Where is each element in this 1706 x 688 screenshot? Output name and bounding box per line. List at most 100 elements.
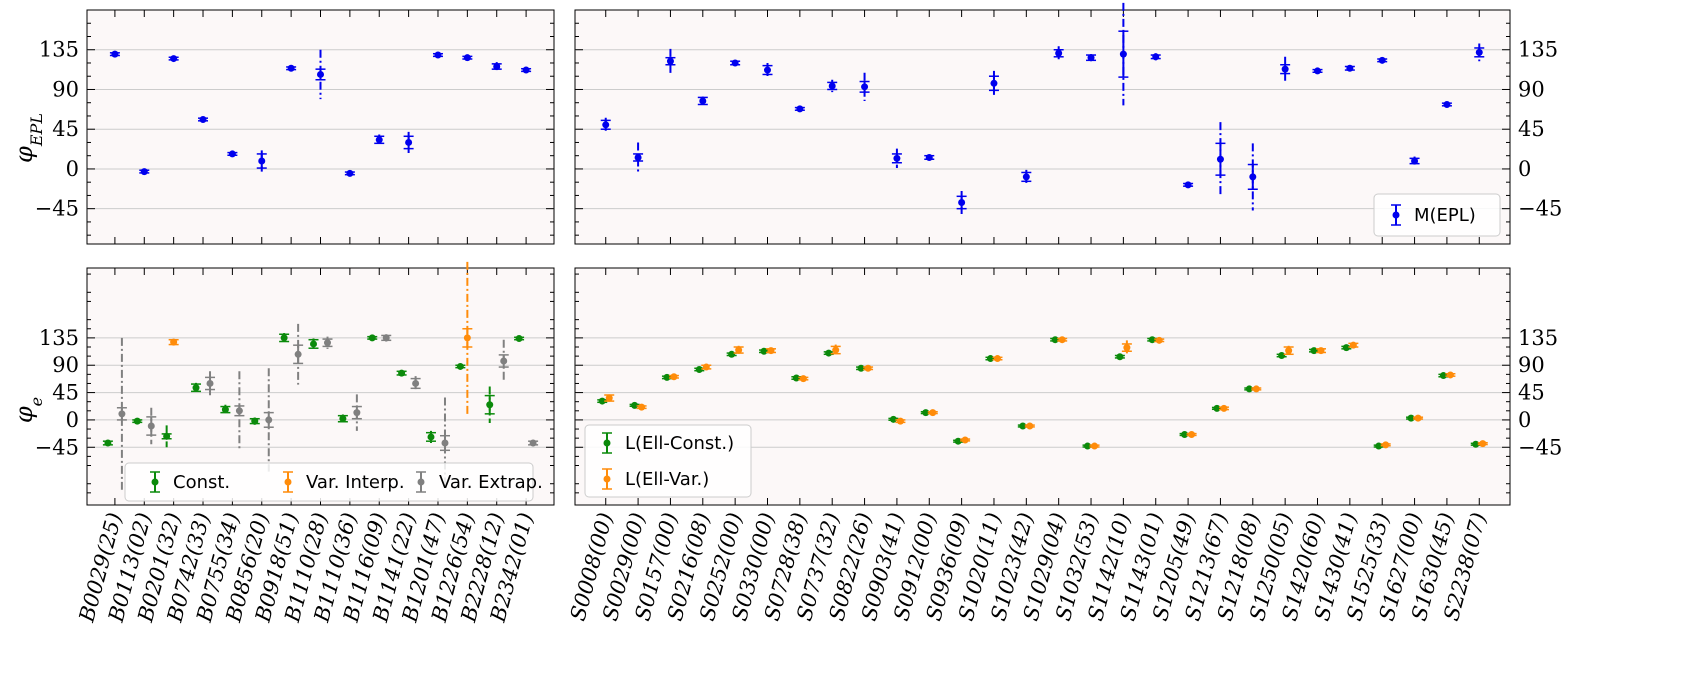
data-point: [954, 437, 962, 445]
data-point: [828, 82, 836, 90]
data-point: [1119, 50, 1127, 58]
data-point: [1026, 422, 1034, 430]
panel-bottom-left: 13590450−45B0029(25)B0113(02)B0201(32)B0…: [35, 261, 555, 625]
data-point: [735, 346, 743, 354]
legend-label: L(Ell-Var.): [625, 469, 709, 490]
y-tick-label: 90: [1518, 353, 1545, 377]
data-point: [1155, 336, 1163, 344]
data-point: [493, 63, 501, 71]
data-point: [199, 115, 207, 123]
data-point: [1375, 442, 1383, 450]
data-point: [1342, 344, 1350, 352]
data-point: [427, 433, 435, 441]
data-point: [287, 64, 295, 72]
y-tick-label: −45: [35, 435, 79, 459]
data-point: [265, 416, 273, 424]
y-tick-label: 90: [1518, 77, 1545, 101]
data-point: [221, 406, 229, 414]
data-point: [463, 334, 471, 342]
legend: M(EPL): [1373, 193, 1501, 237]
data-point: [1439, 372, 1447, 380]
panel-top-right: 135 90 45 0 −45 M(EPL): [574, 2, 1562, 245]
data-point: [310, 340, 317, 348]
data-point: [731, 59, 739, 67]
data-point: [1281, 65, 1289, 73]
data-point: [1087, 54, 1095, 62]
data-point: [1407, 414, 1415, 422]
data-point: [104, 439, 112, 447]
data-point: [767, 347, 775, 355]
data-point: [1310, 347, 1318, 355]
data-point: [638, 403, 646, 411]
data-point: [699, 97, 707, 105]
plot-area: [86, 9, 555, 245]
data-point: [280, 334, 288, 342]
data-point: [1349, 341, 1357, 349]
y-tick-label: −45: [35, 197, 79, 221]
y-tick-label: 90: [52, 353, 79, 377]
data-point: [368, 334, 376, 342]
data-point: [118, 410, 126, 418]
data-point: [434, 51, 442, 59]
data-point: [317, 70, 324, 78]
data-point: [857, 364, 865, 372]
y-tick-label: 45: [52, 117, 79, 141]
data-point: [825, 349, 833, 357]
data-point: [339, 415, 347, 423]
data-point: [1091, 442, 1099, 450]
y-tick-label: 90: [52, 77, 79, 101]
data-point: [1022, 173, 1030, 181]
data-point: [515, 334, 523, 342]
legend-label: Var. Extrap.: [439, 472, 543, 493]
legend-marker: [1392, 211, 1400, 219]
legend-marker: [284, 478, 292, 486]
data-point: [463, 54, 471, 62]
data-point: [133, 417, 141, 425]
data-point: [324, 339, 331, 347]
y-tick-label: 135: [39, 38, 79, 62]
legend-label: Var. Interp.: [306, 472, 405, 493]
data-point: [529, 439, 537, 447]
y-tick-label: −45: [1518, 435, 1562, 459]
y-axis-label-bottom: φe: [10, 397, 46, 423]
data-point: [864, 364, 872, 372]
data-point: [861, 83, 869, 91]
data-point: [412, 379, 420, 387]
data-point: [500, 357, 508, 365]
data-point: [1148, 336, 1156, 344]
y-tick-label: 0: [1518, 157, 1531, 181]
data-point: [1472, 440, 1480, 448]
data-point: [1414, 414, 1422, 422]
data-point: [1479, 440, 1487, 448]
data-point: [140, 168, 148, 176]
data-point: [1051, 336, 1059, 344]
data-point: [1181, 431, 1189, 439]
data-point: [631, 401, 639, 409]
data-point: [1278, 352, 1286, 360]
data-point: [993, 355, 1001, 363]
data-point: [294, 350, 302, 358]
data-point: [1314, 67, 1321, 75]
data-point: [799, 375, 807, 383]
data-point: [1378, 56, 1386, 64]
y-axis-label-top: φEPL: [10, 113, 46, 163]
data-point: [398, 369, 406, 377]
data-point: [889, 415, 897, 423]
data-point: [251, 417, 259, 425]
data-point: [605, 394, 613, 402]
data-point: [1285, 347, 1293, 355]
data-point: [695, 365, 703, 373]
data-point: [958, 198, 966, 206]
data-point: [1475, 48, 1483, 56]
data-point: [1446, 371, 1454, 379]
data-point: [670, 373, 678, 381]
legend-marker: [417, 478, 425, 486]
data-point: [163, 432, 171, 440]
data-point: [922, 409, 930, 417]
data-point: [192, 384, 200, 392]
legend-label: M(EPL): [1414, 205, 1476, 226]
plot-area: [574, 9, 1511, 245]
data-point: [1252, 385, 1260, 393]
data-point: [1184, 181, 1192, 189]
data-point: [1055, 49, 1063, 57]
